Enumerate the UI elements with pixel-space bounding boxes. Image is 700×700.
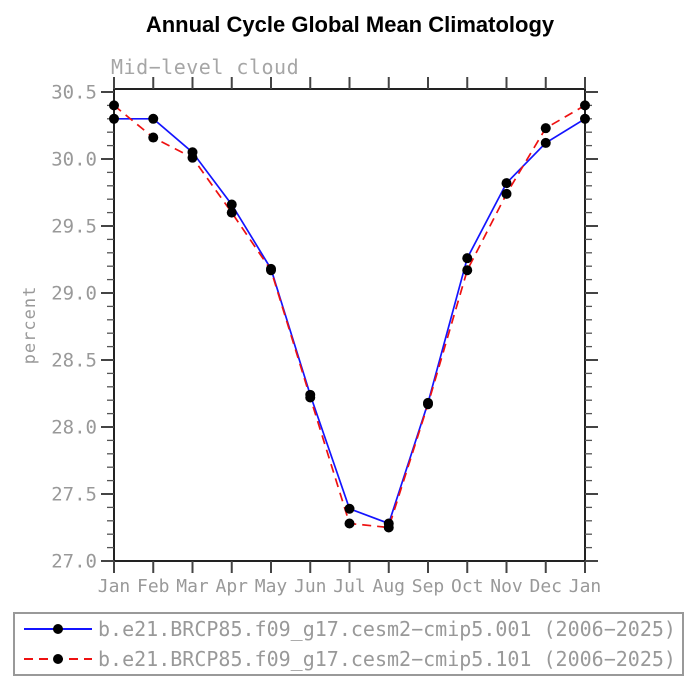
x-tick-label: Sep: [412, 576, 445, 597]
data-point-marker: [540, 123, 551, 134]
data-point-marker: [540, 137, 551, 148]
legend-entry: b.e21.BRCP85.f09_g17.cesm2−cmip5.001 (20…: [15, 614, 682, 644]
y-tick-label: 30.5: [51, 82, 97, 104]
data-point-marker: [305, 392, 316, 403]
data-point-marker: [109, 113, 119, 124]
data-point-marker: [148, 113, 159, 124]
y-tick-label: 29.5: [51, 216, 97, 238]
x-tick-label: Nov: [490, 576, 523, 597]
data-point-marker: [501, 178, 512, 189]
x-tick-label: Mar: [176, 576, 209, 597]
y-tick-label: 27.5: [51, 484, 97, 506]
data-point-marker: [580, 100, 590, 111]
data-point-marker: [226, 199, 237, 210]
x-tick-label: Apr: [215, 576, 248, 597]
data-point-marker: [109, 100, 119, 111]
data-point-marker: [462, 265, 473, 276]
legend-solid-line-icon: [24, 624, 92, 634]
y-tick-label: 28.5: [51, 350, 97, 372]
x-tick-label: May: [255, 576, 288, 597]
legend-label: b.e21.BRCP85.f09_g17.cesm2−cmip5.001 (20…: [98, 617, 676, 641]
x-tick-label: Jan: [569, 576, 602, 597]
data-point-marker: [226, 207, 237, 218]
data-point-marker: [501, 188, 512, 199]
x-tick-label: Aug: [372, 576, 405, 597]
legend-label: b.e21.BRCP85.f09_g17.cesm2−cmip5.101 (20…: [98, 647, 676, 671]
y-tick-label: 29.0: [51, 283, 97, 305]
data-point-marker: [148, 132, 159, 143]
chart-subtitle: Mid−level cloud: [111, 55, 300, 79]
x-tick-label: Jul: [333, 576, 366, 597]
y-tick-label: 27.0: [51, 551, 97, 573]
data-point-marker: [580, 113, 590, 124]
x-tick-label: Dec: [529, 576, 562, 597]
y-tick-label: 30.0: [51, 149, 97, 171]
data-point-marker: [383, 522, 394, 533]
plot-frame: [113, 88, 586, 562]
data-point-marker: [344, 503, 355, 514]
x-tick-label: Jun: [294, 576, 327, 597]
series-line-1: [113, 104, 586, 529]
chart-title: Annual Cycle Global Mean Climatology: [145, 12, 555, 37]
x-tick-label: Jan: [98, 576, 131, 597]
y-tick-label: 28.0: [51, 417, 97, 439]
data-point-marker: [187, 152, 198, 163]
legend-dashed-line-icon: [24, 654, 92, 664]
x-tick-label: Feb: [137, 576, 170, 597]
data-point-marker: [462, 253, 473, 264]
legend-entry: b.e21.BRCP85.f09_g17.cesm2−cmip5.101 (20…: [15, 644, 682, 674]
plot-area: 27.0 27.5 28.0 28.5 29.0 29.5 30.0 30.5 Jan Feb Ma…: [51, 77, 602, 597]
data-point-marker: [266, 265, 276, 276]
x-tick-label: Oct: [451, 576, 484, 597]
data-point-marker: [423, 399, 433, 410]
legend: b.e21.BRCP85.f09_g17.cesm2−cmip5.001 (20…: [13, 612, 684, 676]
data-point-marker: [344, 518, 355, 529]
